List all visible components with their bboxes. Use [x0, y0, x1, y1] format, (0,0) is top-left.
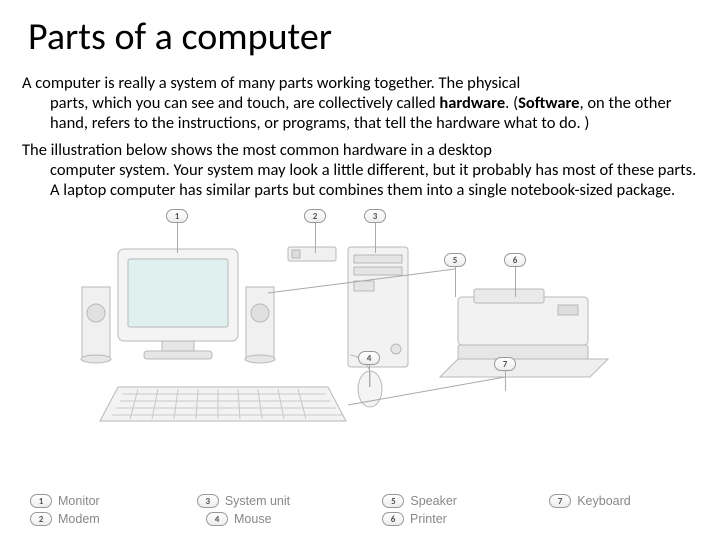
legend-item-printer: 6 Printer — [382, 512, 532, 526]
legend-label: Mouse — [234, 512, 272, 526]
legend-row: 1 Monitor 3 System unit 5 Speaker 7 Keyboard — [30, 494, 690, 508]
callout-6: 6 — [504, 253, 526, 267]
speaker-left-icon — [81, 287, 111, 363]
legend-label: Keyboard — [577, 494, 631, 508]
legend-item-keyboard: 7 Keyboard — [549, 494, 690, 508]
hardware-diagram: 1 2 3 4 5 6 7 — [58, 209, 618, 439]
p2-line1: The illustration below shows the most co… — [22, 141, 698, 161]
callout-bubble: 1 — [166, 209, 188, 223]
legend-number: 4 — [206, 512, 228, 526]
callout-1: 1 — [166, 209, 188, 223]
p1-line1: A computer is really a system of many pa… — [22, 74, 698, 94]
speaker-right-icon — [245, 287, 275, 363]
legend-row: 2 Modem 4 Mouse 6 Printer — [30, 512, 690, 526]
legend: 1 Monitor 3 System unit 5 Speaker 7 Keyboard 2 Mo… — [30, 494, 690, 530]
hardware-svg — [58, 209, 618, 439]
p1-rest: parts, which you can see and touch, are … — [22, 94, 698, 134]
callout-7: 7 — [494, 357, 516, 371]
legend-number: 7 — [549, 494, 571, 508]
legend-label: System unit — [225, 494, 290, 508]
callout-bubble: 7 — [494, 357, 516, 371]
system-unit-icon — [348, 247, 408, 367]
callout-leader — [315, 223, 316, 253]
callout-leader — [515, 267, 516, 297]
page-title: Parts of a computer — [28, 14, 698, 60]
legend-item-monitor: 1 Monitor — [30, 494, 171, 508]
callout-5: 5 — [444, 253, 466, 267]
callout-leader — [177, 223, 178, 253]
legend-label: Monitor — [58, 494, 100, 508]
legend-number: 2 — [30, 512, 52, 526]
legend-number: 3 — [197, 494, 219, 508]
keyboard-icon — [100, 387, 346, 421]
monitor-icon — [118, 249, 238, 359]
callout-leader — [369, 365, 370, 387]
callout-leader — [455, 267, 456, 297]
callout-bubble: 5 — [444, 253, 466, 267]
legend-label: Printer — [410, 512, 447, 526]
modem-icon — [288, 247, 336, 261]
legend-item-mouse: 4 Mouse — [206, 512, 356, 526]
callout-2: 2 — [304, 209, 326, 223]
p2-rest: computer system. Your system may look a … — [22, 161, 698, 201]
legend-number: 5 — [382, 494, 404, 508]
legend-item-speaker: 5 Speaker — [382, 494, 523, 508]
legend-label: Modem — [58, 512, 100, 526]
legend-number: 6 — [382, 512, 404, 526]
callout-leader — [505, 371, 506, 391]
paragraph-2: The illustration below shows the most co… — [22, 141, 698, 200]
callout-3: 3 — [364, 209, 386, 223]
callout-bubble: 3 — [364, 209, 386, 223]
callout-bubble: 6 — [504, 253, 526, 267]
legend-label: Speaker — [410, 494, 457, 508]
paragraph-1: A computer is really a system of many pa… — [22, 74, 698, 133]
callout-4: 4 — [358, 351, 380, 365]
callout-leader — [375, 223, 376, 253]
callout-bubble: 4 — [358, 351, 380, 365]
legend-number: 1 — [30, 494, 52, 508]
legend-item-system-unit: 3 System unit — [197, 494, 357, 508]
printer-icon — [440, 289, 608, 377]
callout-bubble: 2 — [304, 209, 326, 223]
legend-item-modem: 2 Modem — [30, 512, 180, 526]
